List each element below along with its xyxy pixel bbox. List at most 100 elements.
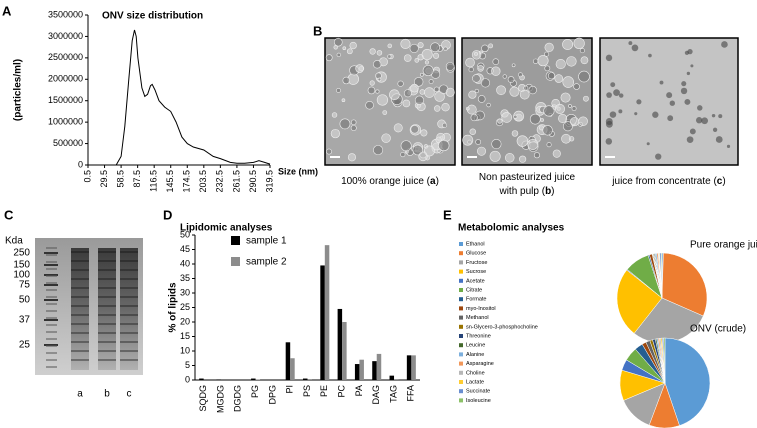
x-tick-label: 319.5 — [264, 170, 274, 193]
vesicle — [410, 125, 419, 134]
vesicle — [715, 136, 723, 143]
vesicle — [468, 90, 477, 99]
vesicle — [659, 80, 664, 85]
pie-slice — [664, 337, 711, 426]
vesicle — [339, 118, 351, 130]
y-tick-label: 2000000 — [48, 74, 83, 84]
vesicle — [387, 43, 393, 49]
bar — [394, 379, 399, 380]
caption-text: Non pasteurized juice — [479, 172, 576, 183]
vesicle — [481, 44, 489, 53]
vesicle — [462, 134, 474, 146]
vesicle — [504, 153, 515, 163]
legend-label: sample 2 — [246, 257, 287, 268]
caption-text: with pulp ( — [498, 186, 545, 197]
vesicle — [334, 37, 343, 47]
bar — [372, 361, 377, 380]
vesicle — [578, 116, 588, 127]
x-tick-label: 174.5 — [182, 170, 192, 193]
legend-label: Threonine — [466, 333, 491, 339]
legend-swatch — [459, 343, 463, 348]
vesicle — [375, 72, 382, 80]
legend-label: sample 1 — [246, 236, 287, 247]
caption-letter: a — [430, 176, 436, 187]
vesicle — [568, 104, 572, 108]
vesicle — [410, 83, 419, 93]
legend-label: sn-Glycero-3-phosphocholine — [466, 324, 538, 330]
legend-swatch — [459, 361, 463, 366]
vesicle — [566, 56, 577, 67]
vesicle — [605, 138, 613, 145]
legend-swatch — [459, 352, 463, 357]
vesicle — [680, 87, 688, 95]
vesicle — [583, 95, 589, 102]
vesicle — [546, 142, 552, 148]
vesicle — [618, 93, 624, 98]
vesicle — [513, 114, 518, 119]
bar — [406, 355, 412, 380]
x-tick-label: PC — [336, 385, 346, 398]
vesicle — [441, 103, 450, 112]
vesicle — [605, 54, 613, 62]
vesicle — [433, 86, 440, 93]
vesicle — [347, 153, 357, 162]
y-tick-label: 30 — [180, 287, 190, 297]
vesicle — [414, 95, 424, 105]
vesicle — [573, 83, 580, 90]
x-tick-label: 116.5 — [149, 170, 159, 192]
marker-label: 100 — [13, 270, 30, 281]
vesicle — [434, 105, 441, 112]
vesicle — [686, 136, 694, 143]
legend-swatch — [231, 257, 240, 266]
caption-text: ) — [551, 186, 554, 197]
vesicle — [422, 65, 434, 76]
line-series — [88, 29, 271, 166]
vesicle — [336, 52, 341, 58]
vesicle — [443, 46, 448, 51]
pie-slice — [616, 269, 663, 334]
legend-label: Alanine — [466, 352, 484, 358]
caption-text: ) — [436, 176, 439, 187]
vesicle — [488, 43, 494, 49]
vesicle — [445, 62, 455, 71]
vesicle — [486, 102, 491, 108]
y-tick-label: 10 — [180, 345, 190, 355]
bar — [354, 364, 360, 380]
vesicle — [721, 41, 728, 48]
vesicle — [434, 91, 445, 102]
bar — [216, 379, 221, 380]
vesicle — [325, 54, 333, 62]
x-tick-label: PS — [302, 385, 312, 397]
panel-label: B — [313, 23, 322, 38]
vesicle — [387, 54, 392, 59]
caption: Non pasteurized juice — [479, 172, 576, 183]
vesicle — [341, 98, 346, 103]
vesicle — [418, 151, 428, 162]
legend-swatch — [459, 260, 463, 265]
y-tick-label: 5 — [185, 360, 190, 370]
caption-letter: c — [717, 176, 723, 187]
vesicle — [400, 38, 411, 49]
vesicle — [578, 70, 590, 83]
chart-title: Lipidomic analyses — [180, 223, 273, 234]
vesicle — [355, 64, 364, 73]
x-tick-label: 0.5 — [82, 170, 92, 183]
vesicle — [669, 100, 675, 106]
vesicle — [402, 99, 411, 108]
vesicle — [646, 142, 650, 146]
vesicle — [330, 128, 340, 139]
vesicle — [423, 145, 435, 157]
legend-swatch — [459, 315, 463, 320]
vesicle — [382, 110, 388, 115]
y-tick-label: 3000000 — [48, 31, 83, 41]
legend-label: Acetate — [466, 278, 485, 284]
marker-label: 25 — [19, 340, 31, 351]
caption-text: 100% orange juice ( — [341, 176, 431, 187]
x-tick-label: DPG — [267, 385, 277, 405]
vesicle — [537, 55, 549, 67]
caption-text: ) — [722, 176, 725, 187]
vesicle — [502, 74, 507, 79]
y-tick-label: 2500000 — [48, 52, 83, 62]
vesicle — [409, 43, 419, 53]
x-tick-label: DGDG — [233, 385, 243, 412]
